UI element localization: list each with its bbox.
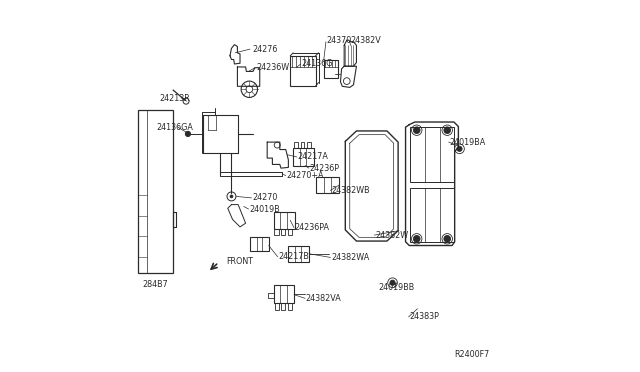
Circle shape xyxy=(457,146,462,151)
Bar xyxy=(301,142,305,148)
Text: 24382V: 24382V xyxy=(351,36,381,45)
Text: 24370: 24370 xyxy=(326,36,352,45)
Bar xyxy=(288,303,292,310)
Bar xyxy=(281,229,285,235)
Bar xyxy=(273,285,294,303)
Text: 24136GA: 24136GA xyxy=(156,123,193,132)
Bar xyxy=(293,148,314,166)
Text: 24383P: 24383P xyxy=(410,312,439,321)
Bar xyxy=(288,229,292,235)
Text: 24382WA: 24382WA xyxy=(331,253,369,262)
Bar xyxy=(324,60,338,78)
Text: 24217B: 24217B xyxy=(278,252,309,261)
Bar xyxy=(307,142,311,148)
Text: 24382VA: 24382VA xyxy=(306,294,342,303)
Text: 284B7: 284B7 xyxy=(142,280,168,289)
Bar xyxy=(138,110,173,273)
Text: 24019B: 24019B xyxy=(250,205,280,214)
Bar xyxy=(410,127,454,182)
Circle shape xyxy=(444,127,451,134)
Text: 24236P: 24236P xyxy=(310,164,340,173)
Text: FRONT: FRONT xyxy=(227,257,253,266)
Circle shape xyxy=(444,235,451,242)
Text: 24276: 24276 xyxy=(252,45,278,54)
Bar xyxy=(410,188,454,242)
Circle shape xyxy=(230,195,233,198)
Text: 24019BB: 24019BB xyxy=(379,283,415,292)
Text: 24136G: 24136G xyxy=(301,60,333,68)
Bar xyxy=(294,142,298,148)
Text: R2400F7: R2400F7 xyxy=(454,350,490,359)
Circle shape xyxy=(390,280,395,285)
Text: 24236PA: 24236PA xyxy=(294,223,330,232)
Bar xyxy=(275,229,278,235)
Circle shape xyxy=(413,235,420,242)
Circle shape xyxy=(186,131,191,137)
Circle shape xyxy=(413,127,420,134)
Text: 24382W: 24382W xyxy=(375,231,408,240)
Text: 24270: 24270 xyxy=(252,193,278,202)
Text: 24019BA: 24019BA xyxy=(449,138,486,147)
Text: 24270+A: 24270+A xyxy=(287,171,324,180)
Bar xyxy=(291,56,316,86)
Text: 24382WB: 24382WB xyxy=(331,186,370,195)
Text: 24236W: 24236W xyxy=(257,63,290,72)
Text: 24213R: 24213R xyxy=(159,94,190,103)
Bar xyxy=(250,237,269,251)
Bar xyxy=(281,303,285,310)
Bar xyxy=(289,246,309,262)
Text: 24217A: 24217A xyxy=(298,153,328,161)
Bar xyxy=(275,303,279,310)
Bar xyxy=(273,212,295,229)
Bar xyxy=(316,177,339,193)
